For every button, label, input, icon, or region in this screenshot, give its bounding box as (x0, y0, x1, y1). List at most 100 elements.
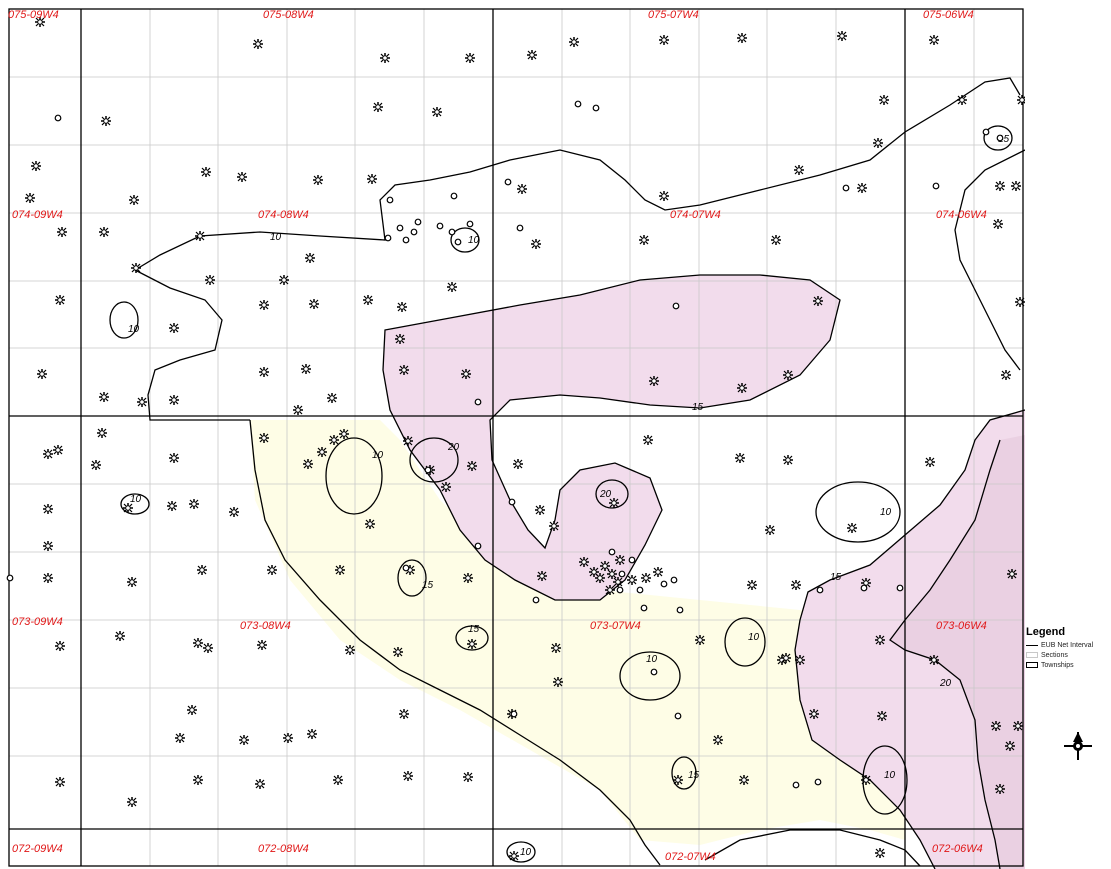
contour-loop-10 (815, 481, 901, 543)
well-star-icon (255, 779, 265, 789)
well-circle-icon (6, 574, 14, 582)
well-star-icon (441, 482, 451, 492)
well-star-icon (995, 181, 1005, 191)
well-circle-icon (448, 228, 456, 236)
contour-label: 20 (939, 678, 952, 689)
well-circle-icon (424, 466, 432, 474)
well-star-icon (877, 711, 887, 721)
well-star-icon (99, 227, 109, 237)
well-star-icon (537, 571, 547, 581)
well-star-icon (137, 397, 147, 407)
well-circle-icon (842, 184, 850, 192)
well-star-icon (327, 393, 337, 403)
well-star-icon (649, 376, 659, 386)
well-star-icon (237, 172, 247, 182)
well-star-icon (1001, 370, 1011, 380)
well-circle-icon (608, 548, 616, 556)
well-star-icon (99, 392, 109, 402)
well-star-icon (713, 735, 723, 745)
well-star-icon (615, 555, 625, 565)
well-star-icon (187, 705, 197, 715)
well-star-icon (175, 733, 185, 743)
township-label: 073-07W4 (590, 620, 641, 632)
well-star-icon (509, 851, 519, 861)
well-star-icon (169, 323, 179, 333)
contour-label: 10 (130, 494, 142, 505)
well-circle-icon (640, 604, 648, 612)
contour-10-south (249, 419, 661, 866)
contour-label: 15 (692, 402, 704, 413)
well-star-icon (432, 107, 442, 117)
well-star-icon (31, 161, 41, 171)
well-star-icon (403, 771, 413, 781)
well-circle-icon (932, 182, 940, 190)
well-star-icon (589, 567, 599, 577)
well-circle-icon (636, 586, 644, 594)
well-star-icon (847, 523, 857, 533)
township-label: 073-09W4 (12, 616, 63, 628)
well-star-icon (531, 239, 541, 249)
well-star-icon (239, 735, 249, 745)
well-star-icon (569, 37, 579, 47)
well-star-icon (259, 367, 269, 377)
well-star-icon (513, 459, 523, 469)
well-star-icon (301, 364, 311, 374)
well-star-icon (527, 50, 537, 60)
township-label: 075-07W4 (648, 9, 699, 21)
well-circle-icon (436, 222, 444, 230)
well-star-icon (1005, 741, 1015, 751)
well-star-icon (861, 775, 871, 785)
contour-10-southeast (704, 829, 921, 867)
well-star-icon (643, 435, 653, 445)
well-star-icon (993, 219, 1003, 229)
well-star-icon (329, 435, 339, 445)
well-star-icon (659, 35, 669, 45)
well-star-icon (595, 573, 605, 583)
well-star-icon (339, 429, 349, 439)
well-star-icon (873, 138, 883, 148)
legend: Legend EUB Net Interval Sections Townshi… (1026, 626, 1111, 670)
well-star-icon (313, 175, 323, 185)
well-circle-icon (396, 224, 404, 232)
well-star-icon (535, 505, 545, 515)
contour-labels: 10 10 10 15 15 20 20 10 10 15 10 10 10 1… (128, 134, 1010, 858)
well-star-icon (639, 235, 649, 245)
well-star-icon (1011, 181, 1021, 191)
well-circle-icon (674, 712, 682, 720)
well-star-icon (551, 643, 561, 653)
highlight-area (250, 420, 905, 845)
well-star-icon (309, 299, 319, 309)
well-star-icon (305, 253, 315, 263)
well-star-icon (395, 334, 405, 344)
contour-label: 15 (468, 624, 480, 635)
contour-label: 10 (748, 632, 760, 643)
well-star-icon (43, 573, 53, 583)
well-star-icon (380, 53, 390, 63)
well-star-icon (605, 585, 615, 595)
well-star-icon (925, 457, 935, 467)
well-circle-icon (672, 302, 680, 310)
well-star-icon (283, 733, 293, 743)
contour-label: 20 (447, 442, 460, 453)
well-circle-icon (508, 498, 516, 506)
legend-item-net-interval: EUB Net Interval (1026, 640, 1111, 650)
well-star-icon (57, 227, 67, 237)
legend-item-label: EUB Net Interval (1041, 641, 1094, 649)
well-star-icon (783, 455, 793, 465)
well-circle-icon (450, 192, 458, 200)
well-circle-icon (474, 542, 482, 550)
well-circle-icon (618, 570, 626, 578)
township-label: 075-09W4 (8, 9, 59, 21)
well-star-icon (447, 282, 457, 292)
well-circle-icon (516, 224, 524, 232)
well-circle-icon (628, 556, 636, 564)
well-star-icon (613, 577, 623, 587)
contour-20-east (889, 439, 1001, 869)
well-star-icon (335, 565, 345, 575)
well-star-icon (167, 501, 177, 511)
well-star-icon (169, 453, 179, 463)
well-star-icon (127, 577, 137, 587)
well-star-icon (879, 95, 889, 105)
contour-label: 20 (599, 489, 612, 500)
contour-map: 10 10 10 15 15 20 20 10 10 15 10 10 10 1… (6, 8, 1025, 869)
